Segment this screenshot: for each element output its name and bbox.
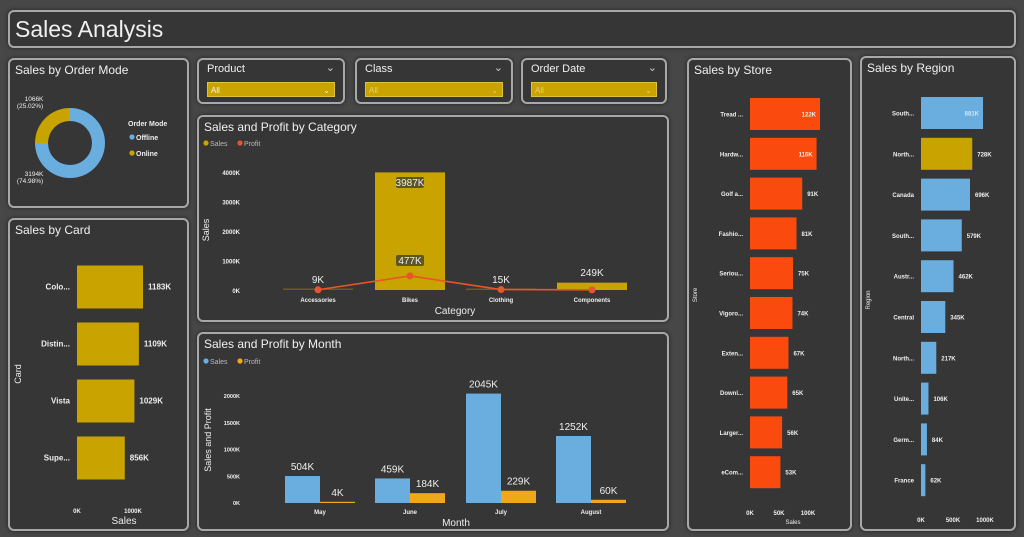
order-date-value: All [535,86,544,95]
category-panel: Sales and Profit by Category [197,115,669,322]
store-title: Sales by Store [694,63,773,77]
product-filter-label: Product [207,63,245,75]
month-title: Sales and Profit by Month [204,337,342,351]
product-filter[interactable]: Product ⌄ All ⌄ [197,58,345,104]
order-date-filter-label: Order Date [531,63,586,75]
chevron-down-icon: ⌄ [323,86,330,95]
chevron-down-icon: ⌄ [645,86,652,95]
card-title: Sales by Card [15,223,91,237]
class-select[interactable]: All ⌄ [365,82,503,97]
order-mode-panel: Sales by Order Mode [8,58,189,208]
chevron-down-icon: ⌄ [491,86,498,95]
product-value: All [211,86,220,95]
title-bar: Sales Analysis [8,10,1016,48]
class-filter-label: Class [365,63,393,75]
region-panel: Sales by Region [860,56,1016,531]
product-select[interactable]: All ⌄ [207,82,335,97]
order-mode-title: Sales by Order Mode [15,63,129,77]
month-panel: Sales and Profit by Month [197,332,669,531]
category-title: Sales and Profit by Category [204,120,357,134]
chevron-down-icon[interactable]: ⌄ [325,62,335,74]
chevron-down-icon[interactable]: ⌄ [493,62,503,74]
class-value: All [369,86,378,95]
card-panel: Sales by Card [8,218,189,531]
order-date-select[interactable]: All ⌄ [531,82,657,97]
class-filter[interactable]: Class ⌄ All ⌄ [355,58,513,104]
order-date-filter[interactable]: Order Date ⌄ All ⌄ [521,58,667,104]
page-title: Sales Analysis [15,16,164,42]
chevron-down-icon[interactable]: ⌄ [647,62,657,74]
region-title: Sales by Region [867,61,955,75]
store-panel: Sales by Store [687,58,852,531]
